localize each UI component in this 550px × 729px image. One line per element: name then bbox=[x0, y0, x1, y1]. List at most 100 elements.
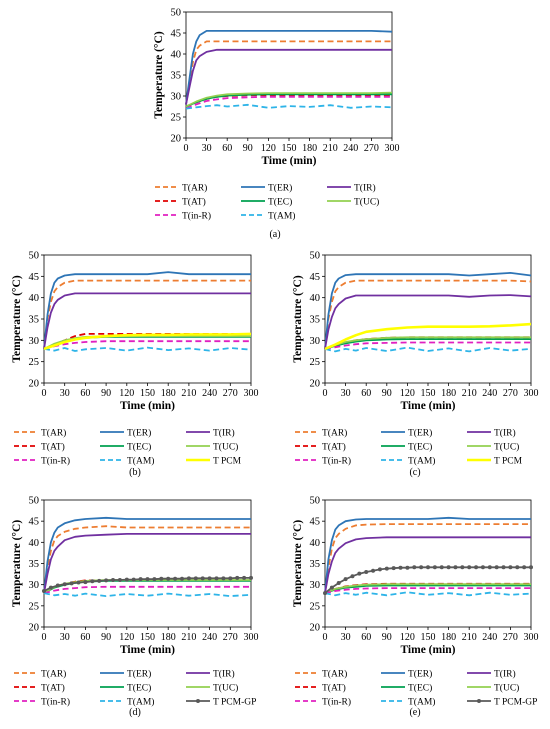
y-tick-label: 35 bbox=[29, 559, 40, 570]
series-point bbox=[124, 577, 129, 582]
series-point bbox=[439, 565, 444, 570]
series-line bbox=[43, 533, 251, 594]
y-axis-label: Temperature (°C) bbox=[11, 275, 23, 362]
series-point bbox=[48, 585, 53, 590]
legend-label: T(AR) bbox=[322, 428, 347, 439]
y-tick-label: 30 bbox=[310, 336, 321, 347]
x-tick-label: 210 bbox=[181, 388, 196, 399]
y-tick-label: 45 bbox=[310, 517, 321, 528]
series-point bbox=[249, 575, 253, 580]
series-point bbox=[357, 571, 362, 576]
series-point bbox=[97, 578, 102, 583]
x-tick-label: 180 bbox=[161, 632, 176, 643]
x-tick-label: 270 bbox=[223, 632, 238, 643]
legend-label: T(ER) bbox=[268, 183, 292, 194]
series-point bbox=[228, 576, 233, 581]
series-point bbox=[391, 566, 396, 571]
series-point bbox=[111, 578, 115, 583]
legend-label: T(AR) bbox=[41, 669, 66, 680]
y-axis-label: Temperature (°C) bbox=[11, 520, 23, 607]
series-line bbox=[185, 40, 392, 105]
x-tick-label: 90 bbox=[243, 143, 253, 154]
caption-d: (d) bbox=[129, 707, 141, 718]
legend-label: T(EC) bbox=[268, 197, 292, 208]
series-line bbox=[324, 523, 531, 594]
series-line bbox=[43, 332, 252, 351]
x-tick-label: 150 bbox=[282, 143, 297, 154]
y-tick-label: 40 bbox=[310, 538, 321, 549]
y-tick-label: 25 bbox=[310, 601, 321, 612]
y-tick-label: 25 bbox=[29, 601, 40, 612]
series-point bbox=[364, 569, 369, 574]
x-tick-label: 300 bbox=[385, 143, 400, 154]
series-line bbox=[185, 93, 392, 108]
series-line bbox=[43, 271, 251, 349]
series-point bbox=[467, 565, 472, 570]
y-tick-label: 50 bbox=[29, 251, 40, 262]
legend-label: T(ER) bbox=[127, 669, 151, 680]
series-point bbox=[329, 585, 334, 590]
x-tick-label: 300 bbox=[244, 388, 259, 399]
x-axis-label: Time (min) bbox=[120, 644, 175, 656]
y-tick-label: 45 bbox=[29, 517, 40, 528]
legend-label: T PCM-GP bbox=[494, 698, 537, 708]
x-tick-label: 30 bbox=[60, 632, 70, 643]
legend-label: T(IR) bbox=[494, 669, 516, 680]
y-axis-label: Temperature (°C) bbox=[153, 31, 165, 118]
series-point bbox=[159, 576, 164, 581]
caption-e: (e) bbox=[409, 707, 420, 718]
series-line bbox=[324, 341, 531, 350]
series-line bbox=[43, 585, 251, 594]
chart-panel-5: 20 25 30 35 40 45 50 0 30 60 90 120 150 180 210 240 270 3… bbox=[292, 496, 539, 708]
x-tick-label: 0 bbox=[42, 632, 47, 643]
legend-label: T(in-R) bbox=[322, 697, 351, 708]
series-line bbox=[324, 516, 531, 594]
series-line bbox=[324, 587, 531, 594]
x-tick-label: 210 bbox=[181, 632, 196, 643]
legend-label: T(in-R) bbox=[41, 456, 70, 467]
legend-label: T(AT) bbox=[41, 683, 65, 694]
y-tick-label: 50 bbox=[310, 251, 321, 262]
legend-label: T(AM) bbox=[127, 697, 154, 708]
series-point bbox=[173, 576, 178, 581]
series-point bbox=[323, 591, 327, 596]
series-point bbox=[474, 565, 479, 570]
x-tick-label: 120 bbox=[400, 388, 415, 399]
series-point bbox=[145, 577, 150, 582]
series-point bbox=[501, 565, 506, 570]
x-tick-label: 300 bbox=[524, 388, 539, 399]
x-tick-label: 60 bbox=[222, 143, 232, 154]
series-line bbox=[43, 592, 252, 597]
x-tick-label: 150 bbox=[421, 632, 436, 643]
x-tick-label: 150 bbox=[421, 388, 436, 399]
legend-label: T(AT) bbox=[41, 442, 65, 453]
legend-label: T(in-R) bbox=[41, 697, 70, 708]
legend-label: T(in-R) bbox=[322, 456, 351, 467]
series-point bbox=[55, 583, 60, 588]
series-line bbox=[185, 95, 392, 110]
x-tick-label: 0 bbox=[42, 388, 47, 399]
legend-label: T(UC) bbox=[354, 197, 379, 208]
legend-label: T(IR) bbox=[354, 183, 376, 194]
x-tick-label: 30 bbox=[341, 388, 351, 399]
legend-label: T(EC) bbox=[127, 683, 151, 694]
y-tick-label: 30 bbox=[171, 92, 182, 103]
y-tick-label: 20 bbox=[310, 379, 321, 390]
chart-panel-1: 20 25 30 35 40 45 50 0 30 60 90 120 150 180 210 240 270 3… bbox=[153, 8, 400, 222]
legend-label: T PCM bbox=[213, 457, 242, 467]
series-line bbox=[43, 279, 251, 350]
x-tick-label: 150 bbox=[140, 388, 155, 399]
series-line bbox=[43, 292, 251, 350]
x-tick-label: 270 bbox=[223, 388, 238, 399]
legend-label: T(AR) bbox=[322, 669, 347, 680]
x-tick-label: 0 bbox=[323, 388, 328, 399]
y-tick-label: 25 bbox=[29, 357, 40, 368]
series-point bbox=[152, 577, 157, 582]
series-point bbox=[494, 565, 499, 570]
x-tick-label: 270 bbox=[364, 143, 379, 154]
x-tick-label: 30 bbox=[60, 388, 70, 399]
legend-label: T PCM bbox=[494, 457, 523, 467]
series-point bbox=[69, 581, 74, 586]
series-point bbox=[487, 565, 492, 570]
